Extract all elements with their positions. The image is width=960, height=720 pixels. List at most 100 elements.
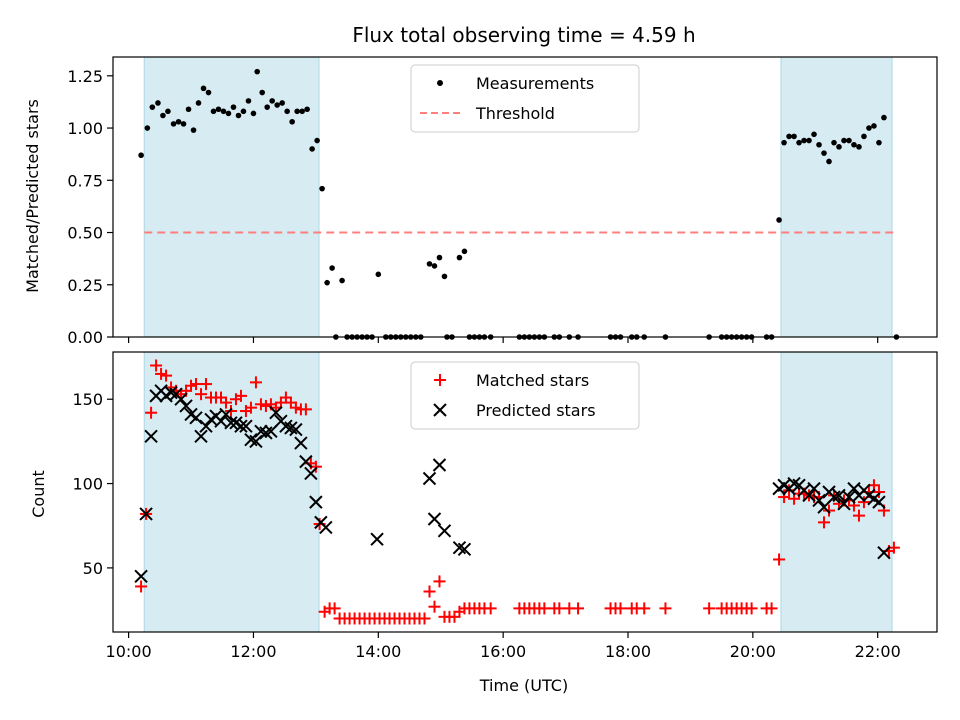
series-measurements [138,68,900,340]
predicted-point [294,436,308,450]
measurement-point [309,146,315,152]
predicted-point [269,406,283,420]
measurement-point [284,108,290,115]
measurement-point [796,139,802,146]
matched-point [145,406,158,419]
measurement-point [866,125,872,131]
measurement-point [274,102,280,108]
y-tick-label: 1.25 [67,67,103,86]
matched-point [135,580,148,593]
x-tick-label: 12:00 [230,642,276,661]
measurement-point [294,108,300,115]
matched-point [433,575,446,588]
measurement-point [811,131,817,138]
measurement-point [786,133,792,140]
measurement-point [279,100,285,106]
predicted-point [194,429,208,444]
y-tick-label: 0.50 [67,224,103,243]
measurement-point [149,104,156,110]
measurement-point [806,137,812,144]
matched-point [249,376,262,389]
matched-point [299,403,312,416]
measurement-point [826,158,832,165]
measurement-point [375,271,382,278]
matched-point [234,389,247,402]
predicted-point [174,392,188,406]
measurement-point [881,114,887,121]
x-tick-label: 20:00 [730,642,776,661]
bottom-panel: Count Time (UTC) Matched stars Predicted… [29,351,938,695]
measurement-point [185,106,192,113]
predicted-point [134,569,148,584]
measurement-point [220,108,227,115]
measurement-point [314,137,320,144]
measurement-point [205,89,212,96]
shaded-region-2 [780,56,893,338]
legend-threshold-label: Threshold [475,104,555,123]
matched-point [150,359,163,372]
matched-point [614,602,627,615]
measurement-point [846,137,852,144]
matched-point [418,612,431,625]
measurement-point [144,125,151,131]
matched-point [224,405,237,418]
matched-point [773,553,786,566]
measurement-point [259,89,265,96]
predicted-point [249,434,263,449]
x-tick-label: 16:00 [480,642,526,661]
predicted-point [234,419,248,433]
axes-frame [112,351,938,633]
measurement-point [175,118,182,125]
measurement-point [329,265,335,271]
measurement-point [170,121,177,127]
legend-matched-label: Matched stars [476,371,589,390]
y-tick-label: 150 [72,390,103,409]
measurement-point [269,98,275,104]
measurement-point [245,98,252,104]
predicted-point [427,512,442,526]
predicted-point [837,497,851,511]
predicted-point [264,424,278,438]
measurement-point [299,108,305,115]
predicted-point [422,471,437,486]
matched-point [219,396,232,409]
matched-point [638,602,651,615]
matched-point [428,600,441,613]
predicted-point [304,466,318,481]
x-tick-label: 22:00 [855,642,901,661]
measurement-point [861,133,867,140]
measurement-point [254,68,260,75]
matched-point [872,486,885,498]
measurement-point [871,123,877,129]
measurement-point [200,85,207,92]
measurement-point [289,118,295,125]
predicted-point [812,493,826,508]
measurement-point [210,108,217,115]
measurement-point [215,106,222,113]
predicted-point [309,495,323,509]
legend-matched-marker [434,374,446,386]
matched-point [703,602,716,615]
matched-point [857,496,870,509]
measurement-point [155,100,161,106]
x-tick-label: 18:00 [605,642,651,661]
predicted-point [139,507,153,521]
predicted-point [457,542,472,557]
matched-point [745,602,758,615]
bottom-legend: Matched stars Predicted stars [410,361,640,430]
measurement-point [138,152,144,159]
measurement-point [436,254,443,261]
top-panel: Matched/Predicted stars Measurements Thr… [23,56,938,347]
y-tick-label: 0.25 [67,276,103,295]
measurement-point [431,263,438,269]
shaded-region-1 [143,56,320,338]
measurement-point [160,112,166,119]
matched-point [423,585,436,598]
predicted-point [179,399,193,413]
measurement-point [339,277,345,284]
matched-point [765,602,778,615]
measurement-point [876,139,882,146]
predicted-point [872,495,886,509]
measurement-point [426,261,433,267]
